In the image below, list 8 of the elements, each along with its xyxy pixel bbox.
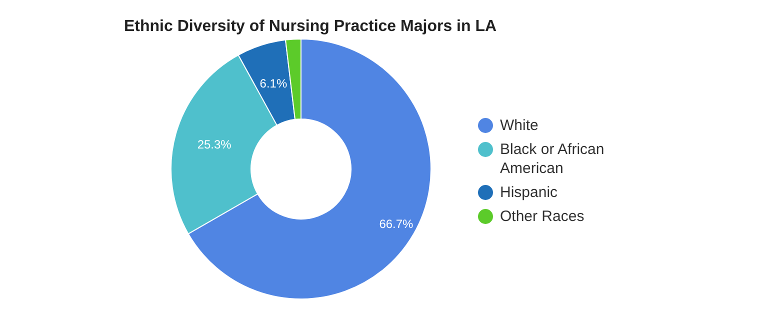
data-label: 6.1% [260,76,288,90]
legend-label: White [500,116,538,135]
legend-label: Hispanic [500,183,558,202]
data-label: 25.3% [197,138,232,152]
legend-label: Black or African American [500,140,606,178]
data-label: 66.7% [379,217,414,232]
chart-title: Ethnic Diversity of Nursing Practice Majors in LA [124,18,497,36]
legend-label: Other Races [500,207,584,226]
